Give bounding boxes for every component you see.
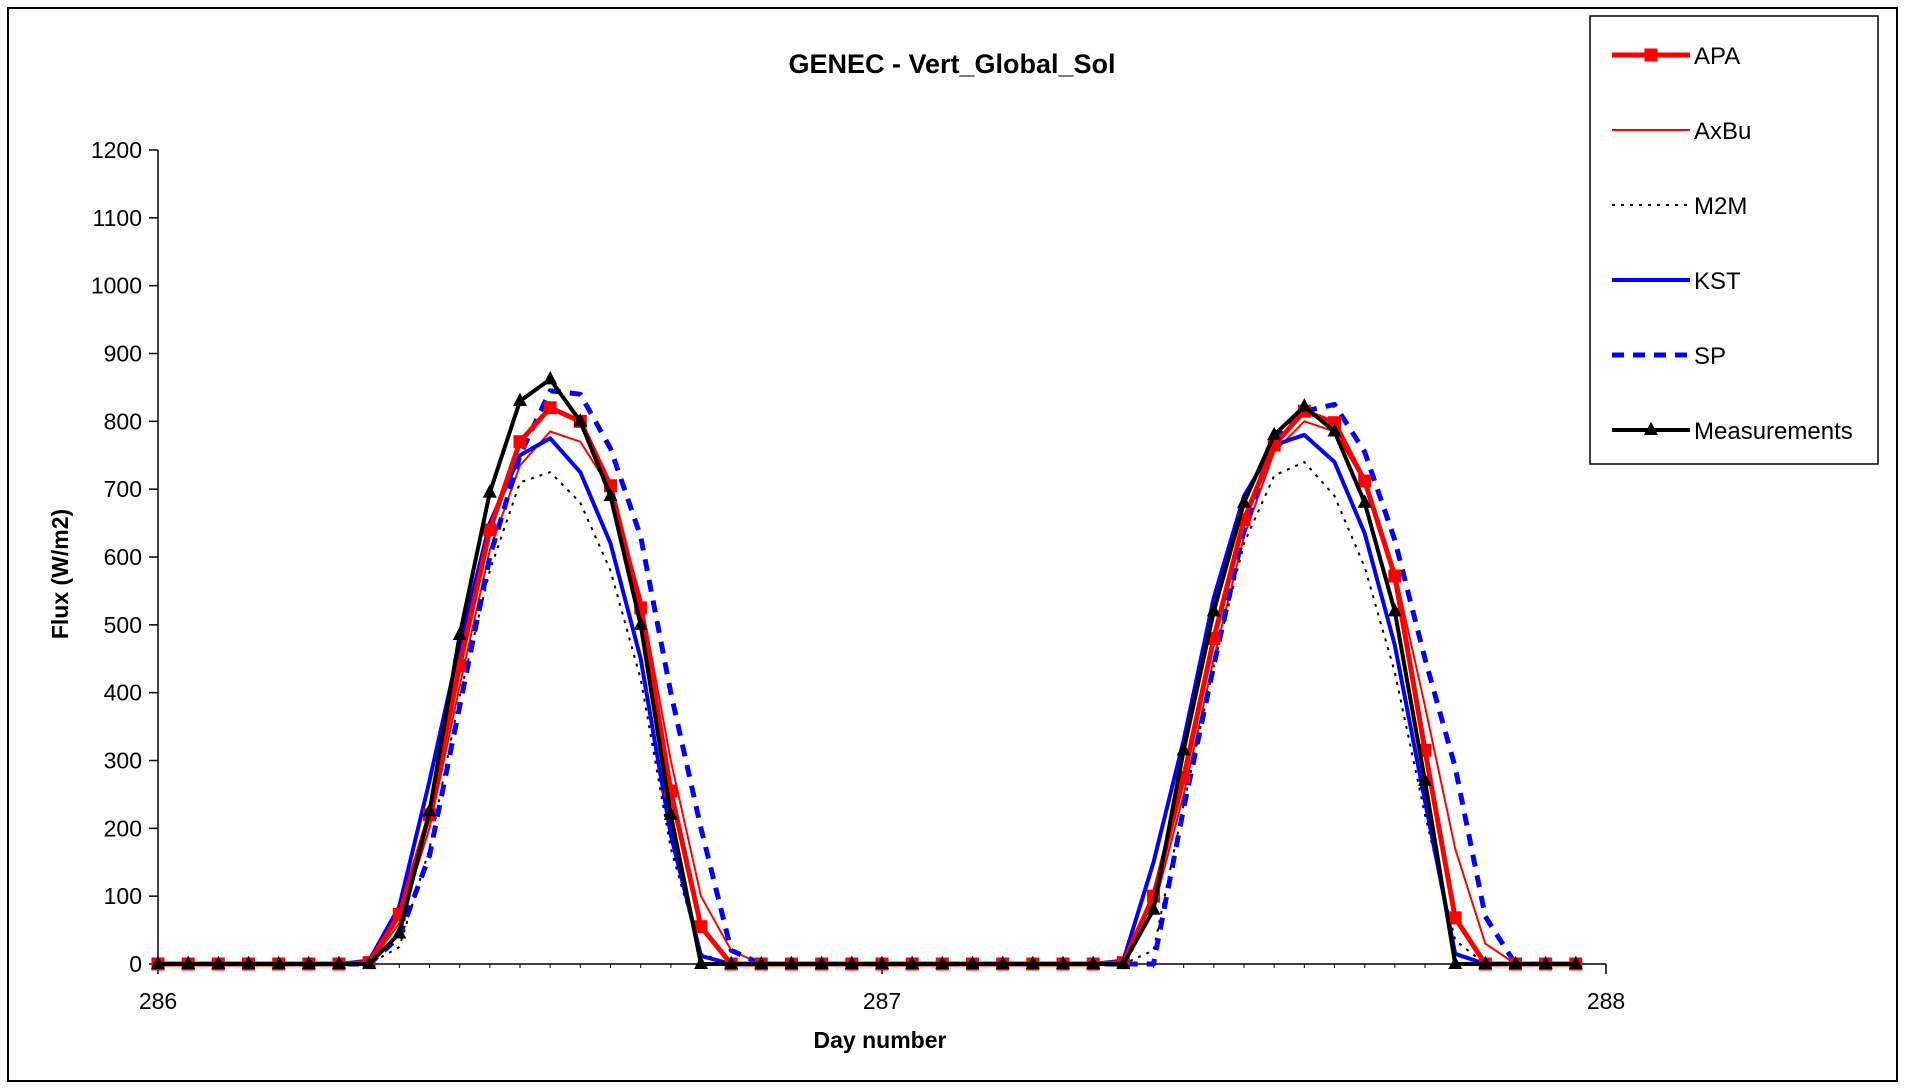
y-tick-label: 300: [104, 748, 142, 774]
data-point-measurements: [211, 955, 226, 970]
data-point-measurements: [1357, 494, 1372, 508]
data-point-measurements: [814, 955, 829, 970]
y-tick-label: 1200: [91, 137, 142, 163]
legend-item-axbu: AxBu: [1612, 118, 1751, 145]
y-tick-label: 1100: [93, 205, 142, 231]
data-point-measurements: [1387, 603, 1402, 617]
data-point-measurements: [935, 955, 950, 970]
series-line-measurements: [158, 377, 1576, 966]
y-tick-label: 400: [104, 680, 142, 706]
legend-label-sp: SP: [1694, 343, 1726, 370]
data-point-measurements: [1206, 603, 1221, 617]
data-point-apa: [513, 435, 527, 449]
legend-label-measurements: Measurements: [1694, 418, 1853, 445]
x-axis-title: Day number: [814, 1027, 947, 1053]
data-point-measurements: [543, 371, 558, 385]
legend-label-axbu: AxBu: [1694, 118, 1751, 145]
y-tick-label: 500: [104, 612, 142, 638]
y-axis-title: Flux (W/m2): [47, 509, 73, 639]
y-tick-label: 600: [104, 544, 142, 570]
chart-area-border: [7, 7, 1898, 1082]
data-point-measurements: [392, 925, 407, 939]
data-point-measurements: [1327, 423, 1342, 437]
y-tick-label: 100: [104, 883, 142, 909]
axes: 0 100 200 300 400 500 600 700 800 900 1000 1100 1200…: [91, 137, 1625, 1014]
data-point-measurements: [1418, 772, 1432, 786]
chart-title: GENEC - Vert_Global_Sol: [788, 49, 1115, 79]
data-point-measurements: [271, 955, 286, 970]
data-point-apa: [1448, 911, 1462, 925]
y-tick-label: 200: [104, 815, 142, 841]
legend-item-apa: APA: [1612, 43, 1740, 70]
data-point-measurements: [332, 955, 346, 970]
y-tick-label: 800: [104, 408, 142, 434]
x-tick-label: 287: [863, 988, 901, 1014]
data-point-measurements: [1237, 494, 1251, 508]
data-point-measurements: [1116, 955, 1131, 970]
series-measurements: [151, 371, 1583, 970]
y-tick-label: 900: [104, 341, 142, 367]
data-point-measurements: [905, 955, 920, 970]
plot-series: [151, 371, 1583, 971]
data-point-measurements: [603, 487, 618, 502]
y-tick-label: 700: [104, 476, 142, 502]
data-point-measurements: [1025, 955, 1040, 970]
y-tick-label: 1000: [91, 273, 142, 299]
data-point-apa: [1388, 569, 1402, 583]
data-point-measurements: [452, 626, 467, 641]
data-point-measurements: [181, 955, 196, 970]
data-point-measurements: [482, 484, 497, 498]
legend-box: [1589, 15, 1879, 465]
data-point-measurements: [1146, 901, 1161, 915]
data-point-apa: [1328, 416, 1341, 430]
legend-item-kst: KST: [1612, 268, 1741, 295]
data-point-measurements: [694, 955, 708, 970]
data-point-measurements: [965, 955, 980, 970]
data-point-apa: [1358, 474, 1372, 488]
x-tick-label: 288: [1587, 988, 1625, 1014]
legend-marker-apa: [1644, 48, 1658, 62]
data-point-measurements: [573, 413, 588, 427]
data-point-measurements: [1056, 955, 1070, 970]
data-point-measurements: [754, 955, 769, 970]
legend-label-apa: APA: [1694, 43, 1740, 70]
data-point-measurements: [151, 955, 165, 970]
legend-item-measurements: Measurements: [1612, 418, 1853, 445]
data-point-measurements: [301, 955, 316, 970]
data-point-measurements: [1478, 955, 1493, 970]
data-point-measurements: [1538, 955, 1553, 970]
data-point-measurements: [241, 955, 256, 970]
data-point-measurements: [1568, 955, 1583, 970]
legend-label-kst: KST: [1694, 268, 1741, 295]
x-tick-label: 286: [139, 988, 177, 1014]
data-point-measurements: [724, 955, 739, 970]
legend: APA AxBu M2M KST SP Measurements: [1589, 15, 1879, 465]
data-point-apa: [694, 920, 708, 934]
data-point-measurements: [1448, 955, 1463, 970]
legend-item-m2m: M2M: [1612, 193, 1747, 220]
data-point-measurements: [513, 392, 527, 407]
data-point-measurements: [875, 955, 889, 970]
data-point-measurements: [422, 803, 437, 817]
data-point-measurements: [1297, 398, 1312, 412]
data-point-measurements: [1086, 955, 1101, 970]
data-point-measurements: [362, 955, 377, 970]
data-point-measurements: [784, 955, 799, 970]
data-point-measurements: [1176, 742, 1191, 756]
data-point-measurements: [995, 955, 1010, 970]
data-point-apa: [543, 401, 557, 415]
legend-marker-measurements: [1644, 421, 1658, 436]
data-point-measurements: [663, 806, 678, 820]
data-point-measurements: [844, 955, 859, 970]
data-point-apa: [483, 523, 497, 537]
data-point-measurements: [633, 616, 648, 630]
y-tick-label: 0: [129, 951, 142, 977]
data-point-measurements: [1267, 426, 1282, 440]
data-point-measurements: [1508, 955, 1523, 970]
legend-item-sp: SP: [1612, 343, 1726, 370]
legend-label-m2m: M2M: [1694, 193, 1747, 220]
